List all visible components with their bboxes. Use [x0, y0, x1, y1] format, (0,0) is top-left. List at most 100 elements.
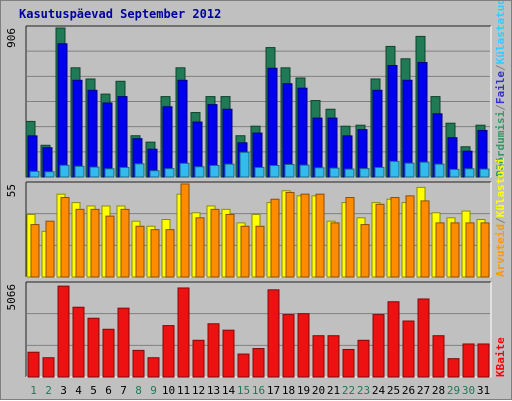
x-tick-label-day-9: 9 — [150, 384, 157, 397]
bar-bottom-series-0-day-1 — [27, 351, 40, 378]
x-tick-label-day-8: 8 — [135, 384, 142, 397]
bar-middle-series-1-day-28 — [435, 222, 445, 278]
legend-entry: Faile — [494, 71, 507, 104]
bar-top-series-2-day-21 — [329, 167, 340, 178]
bar-top-series-2-day-11 — [179, 162, 190, 178]
bar-top-series-1-day-25 — [387, 64, 398, 178]
bar-top-series-2-day-28 — [434, 163, 445, 178]
bar-top-series-2-day-6 — [104, 168, 115, 178]
bar-bottom-series-0-day-18 — [282, 314, 295, 378]
bar-middle-series-1-day-21 — [330, 222, 340, 278]
bar-middle-series-1-day-9 — [150, 229, 160, 278]
bar-middle-series-1-day-5 — [90, 208, 100, 278]
bar-middle-series-1-day-8 — [135, 225, 145, 278]
bar-top-series-2-day-9 — [149, 170, 160, 178]
bar-middle-series-1-day-20 — [315, 193, 325, 278]
bar-top-series-2-day-27 — [419, 161, 430, 178]
bar-top-series-2-day-18 — [284, 164, 295, 178]
x-tick-label-day-3: 3 — [60, 384, 67, 397]
bar-bottom-series-0-day-27 — [417, 298, 430, 378]
bar-top-series-2-day-12 — [194, 166, 205, 178]
bar-middle-series-1-day-10 — [165, 229, 175, 278]
bar-bottom-series-0-day-3 — [57, 285, 70, 378]
legend-entry: / — [494, 104, 507, 111]
x-tick-label-day-17: 17 — [267, 384, 280, 397]
legend-middle: Arvuteid/Külastusi — [494, 157, 507, 277]
bar-top-series-2-day-24 — [374, 166, 385, 178]
bar-middle-series-1-day-17 — [270, 198, 280, 278]
x-tick-label-day-7: 7 — [120, 384, 127, 397]
x-tick-label-day-31: 31 — [477, 384, 490, 397]
x-tick-label-day-16: 16 — [252, 384, 265, 397]
bar-bottom-series-0-day-21 — [327, 335, 340, 378]
x-tick-label-day-12: 12 — [192, 384, 205, 397]
x-tick-label-day-20: 20 — [312, 384, 325, 397]
bar-middle-series-1-day-2 — [45, 220, 55, 278]
bar-middle-series-1-day-12 — [195, 217, 205, 278]
bar-middle-series-1-day-11 — [180, 183, 190, 278]
bar-top-series-1-day-17 — [267, 67, 278, 178]
legend-entry: / — [494, 64, 507, 71]
x-tick-label-day-5: 5 — [90, 384, 97, 397]
bar-bottom-series-0-day-5 — [87, 317, 100, 378]
x-tick-label-day-15: 15 — [237, 384, 250, 397]
bar-bottom-series-0-day-20 — [312, 335, 325, 378]
legend-entry: / — [494, 217, 507, 224]
bar-top-series-2-day-1 — [29, 170, 40, 178]
x-tick-label-day-1: 1 — [30, 384, 37, 397]
bar-top-series-1-day-27 — [417, 62, 428, 178]
x-tick-label-day-4: 4 — [75, 384, 82, 397]
bar-top-series-1-day-7 — [117, 96, 128, 178]
bar-middle-series-1-day-4 — [75, 208, 85, 278]
bar-bottom-series-0-day-9 — [147, 357, 160, 378]
bar-middle-series-1-day-7 — [120, 208, 130, 278]
bar-top-series-2-day-5 — [89, 166, 100, 178]
legend-entry: Arvuteid — [494, 224, 507, 277]
bar-bottom-series-0-day-25 — [387, 301, 400, 378]
bar-bottom-series-0-day-26 — [402, 320, 415, 378]
legend-entry: Külastatud lehti — [494, 1, 507, 64]
bar-middle-series-1-day-1 — [30, 224, 40, 278]
bar-bottom-series-0-day-12 — [192, 339, 205, 378]
bar-top-series-2-day-10 — [164, 168, 175, 178]
bar-top-series-2-day-22 — [344, 168, 355, 178]
legend-entry: Külastusi — [494, 157, 507, 217]
bar-middle-series-1-day-29 — [450, 222, 460, 278]
x-tick-label-day-21: 21 — [327, 384, 340, 397]
bar-top-series-2-day-2 — [44, 171, 55, 178]
bar-middle-series-1-day-23 — [360, 224, 370, 278]
bar-middle-series-1-day-6 — [105, 215, 115, 278]
bar-middle-series-1-day-3 — [60, 197, 70, 278]
chart-title: Kasutuspäevad September 2012 — [19, 7, 222, 21]
legend-top: Pöördumisi/Faile/Külastatud lehti — [494, 1, 507, 177]
x-tick-label-day-29: 29 — [447, 384, 460, 397]
bar-middle-series-1-day-15 — [240, 225, 250, 278]
bar-top-series-2-day-3 — [59, 164, 70, 178]
x-tick-label-day-11: 11 — [177, 384, 190, 397]
bar-top-series-2-day-4 — [74, 165, 85, 178]
bar-middle-series-1-day-24 — [375, 203, 385, 278]
bar-bottom-series-0-day-19 — [297, 313, 310, 378]
legend-entry: Pöördumisi — [494, 110, 507, 177]
legend-bottom: KBaite — [494, 337, 507, 377]
bar-middle-series-1-day-31 — [480, 222, 490, 278]
y-max-label-middle: 55 — [5, 184, 18, 197]
bar-bottom-series-0-day-28 — [432, 335, 445, 378]
bar-bottom-series-0-day-15 — [237, 353, 250, 378]
bar-top-series-2-day-30 — [464, 168, 475, 178]
bar-bottom-series-0-day-24 — [372, 314, 385, 378]
bar-top-series-2-day-14 — [224, 163, 235, 178]
x-tick-label-day-30: 30 — [462, 384, 475, 397]
x-tick-label-day-13: 13 — [207, 384, 220, 397]
bar-bottom-series-0-day-29 — [447, 358, 460, 378]
bar-top-series-1-day-26 — [402, 79, 413, 178]
legend-entry: KBaite — [494, 337, 507, 377]
bar-top-series-1-day-11 — [177, 79, 188, 178]
bar-top-series-2-day-23 — [359, 168, 370, 178]
bar-bottom-series-0-day-8 — [132, 349, 145, 378]
bar-top-series-2-day-19 — [299, 164, 310, 178]
bar-top-series-1-day-10 — [162, 106, 173, 178]
bar-bottom-series-0-day-13 — [207, 323, 220, 378]
